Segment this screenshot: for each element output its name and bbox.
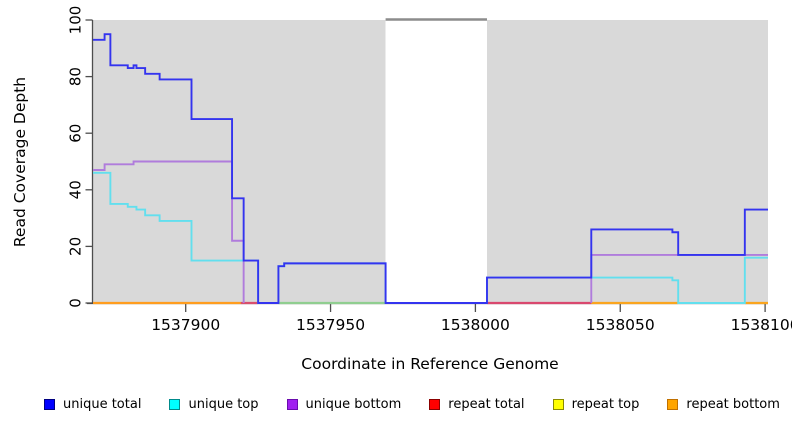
x-tick-label: 1538100 [731,316,792,334]
x-tick-label: 1537950 [296,316,365,334]
plot-background-right [486,20,768,303]
legend-swatch-icon [429,399,441,410]
y-tick-label: 80 [67,67,85,86]
coverage-plot: 0 20 40 60 80 100 1537900 1537950 1538000 1538050… [11,6,792,373]
legend-label: unique top [188,397,259,412]
legend-item-unique-top: unique top [169,397,259,412]
x-tick-label: 1538050 [586,316,655,334]
x-axis-title: Coordinate in Reference Genome [301,355,558,373]
y-tick-label: 0 [67,298,85,308]
y-tick-label: 40 [67,180,85,199]
x-tick-label: 1537900 [151,316,220,334]
legend: unique total unique top unique bottom repea… [44,397,780,412]
legend-item-repeat-total: repeat total [429,397,525,412]
legend-item-unique-total: unique total [44,397,141,412]
y-tick-label: 100 [67,6,85,35]
legend-swatch-icon [44,399,55,410]
x-tick-label: 1538000 [441,316,510,334]
legend-item-repeat-top: repeat top [552,397,640,412]
legend-swatch-icon [286,399,298,410]
legend-label: unique total [63,397,142,412]
y-tick-label: 60 [67,124,85,143]
legend-label: repeat total [448,397,525,412]
legend-item-unique-bottom: unique bottom [286,397,402,412]
legend-swatch-icon [667,399,679,410]
legend-label: repeat bottom [686,397,780,412]
series-line-unique-total [93,33,768,304]
no-data-band [385,20,487,303]
y-tick-label: 20 [67,237,85,256]
series-line-unique-bottom [93,160,245,303]
y-axis-title: Read Coverage Depth [11,77,29,247]
legend-item-repeat-bottom: repeat bottom [667,397,780,412]
legend-swatch-icon [552,399,564,410]
legend-label: unique bottom [305,397,402,412]
legend-swatch-icon [169,399,181,410]
legend-label: repeat top [571,397,640,412]
